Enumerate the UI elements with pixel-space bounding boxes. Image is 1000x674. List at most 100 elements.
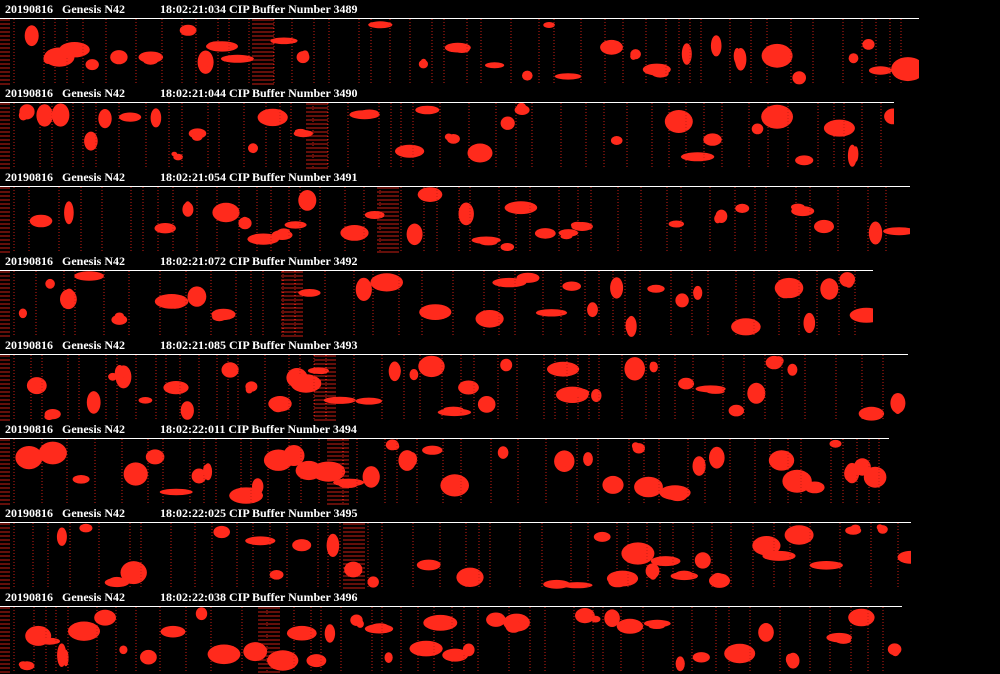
particle [773,356,784,366]
particle [823,278,835,294]
particle [292,539,312,552]
probe-name: Genesis N42 [62,338,125,352]
particle [813,562,834,569]
particle [36,104,53,127]
particle [753,538,771,553]
particle [600,39,623,55]
particle-strip-canvas [0,187,910,253]
particle [675,656,685,672]
probe-name: Genesis N42 [62,2,125,16]
particle [497,446,509,459]
buffer-time: 18:02:22:011 [160,422,226,436]
particle [485,62,505,69]
buffer-header: 20190816 Genesis N42 18:02:22:011 CIP Buff… [5,421,357,437]
particle [751,123,764,135]
particle [45,278,55,289]
particle [277,228,291,236]
particle [154,223,176,234]
particle [217,526,228,535]
strip-edge-block [0,355,10,421]
particle [212,202,240,223]
particle [821,220,834,230]
particle [38,441,67,465]
buffer-date: 20190816 [5,422,53,436]
buffer-panel: 20190816 Genesis N42 18:02:22:038 CIP Buff… [0,590,1000,674]
particle [344,561,363,578]
particle [409,640,443,657]
buffer-time: 18:02:21:054 [160,170,226,184]
particle [418,355,445,378]
buffer-panel: 20190816 Genesis N42 18:02:21:034 CIP Buff… [0,2,1000,86]
particle [370,273,404,292]
buffer-label: CIP Buffer Number 3496 [229,590,358,604]
particle [294,128,307,134]
particle [733,48,741,64]
probe-name: Genesis N42 [62,422,125,436]
particle [868,66,892,75]
particle [500,116,515,130]
particle [171,151,178,157]
particle [621,542,655,565]
particle [785,653,794,665]
strip-edge-block [0,271,10,337]
particle-image-strip [0,523,911,589]
particle [64,288,75,303]
particle [593,531,611,542]
particle [795,155,814,166]
particle [462,643,475,657]
buffer-rule [0,102,894,103]
particle [160,625,186,638]
particle [604,609,620,627]
buffer-header: 20190816 Genesis N42 18:02:22:025 CIP Buff… [5,505,358,521]
particle [562,281,581,291]
particle [355,397,382,405]
particle [562,582,593,589]
particle [714,214,722,224]
particle [252,478,264,495]
buffer-rule [0,522,911,523]
buffer-date: 20190816 [5,86,53,100]
particle [608,576,627,588]
strip-edge-block [0,523,10,589]
buffer-label: CIP Buffer Number 3489 [229,2,358,16]
particle-strip-canvas [0,607,902,673]
particle [668,490,688,502]
particle [835,637,852,644]
particle [735,203,750,213]
particle [649,361,655,370]
buffer-time: 18:02:21:034 [160,2,226,16]
particle [731,318,761,336]
strip-edge-block [343,523,365,589]
particle [787,363,798,376]
particle [551,365,572,376]
particle [384,652,393,663]
buffer-panel: 20190816 Genesis N42 18:02:21:044 CIP Buff… [0,86,1000,170]
buffer-date: 20190816 [5,2,53,16]
particle [406,223,423,246]
particle [140,649,157,665]
particle [768,450,795,471]
particle [391,442,400,450]
particle [793,526,811,541]
particle [853,146,859,162]
particle [762,550,796,561]
particle [249,143,256,151]
particle [324,624,336,643]
particle [338,482,358,488]
particle [24,25,39,47]
particle [298,190,317,211]
buffer-label: CIP Buffer Number 3495 [229,506,358,520]
particle [454,46,470,53]
buffer-time: 18:02:22:025 [160,506,226,520]
particle [575,608,595,624]
particle [29,214,53,228]
particle [477,396,496,413]
particle [138,397,153,404]
particle [114,365,125,381]
particle [212,313,227,322]
buffer-rule [0,354,908,355]
particle [829,439,842,448]
particle [300,376,319,390]
particle [34,380,46,393]
particle-image-strip [0,439,889,505]
